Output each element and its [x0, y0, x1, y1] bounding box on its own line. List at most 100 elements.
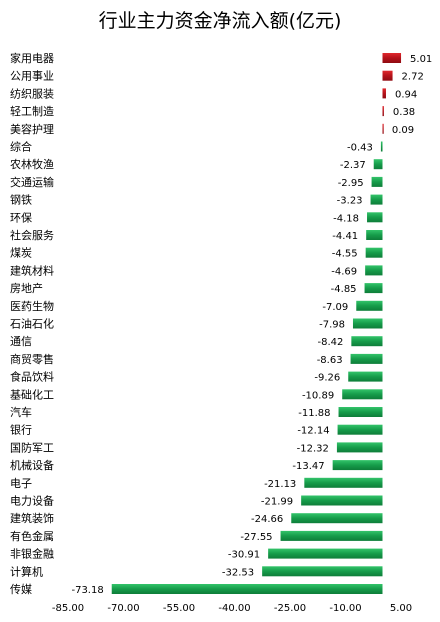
category-label: 纺织服装	[10, 86, 54, 100]
category-label: 机械设备	[10, 458, 54, 472]
x-tick-label: 5.00	[390, 603, 412, 614]
bar	[337, 424, 383, 435]
category-label: 电力设备	[10, 494, 54, 508]
bar	[382, 88, 386, 99]
value-label: -2.95	[338, 178, 364, 189]
value-label: -8.63	[317, 355, 343, 366]
bar	[371, 176, 383, 187]
bar	[382, 70, 393, 81]
bar	[304, 477, 383, 488]
bar	[365, 247, 383, 258]
bar	[351, 336, 383, 347]
value-label: 0.38	[393, 107, 415, 118]
chart-title: 行业主力资金净流入额(亿元)	[99, 10, 342, 32]
x-tick-label: -85.00	[52, 603, 84, 614]
bar	[262, 566, 383, 577]
x-tick-label: -10.00	[329, 603, 361, 614]
category-label: 交通运输	[10, 175, 54, 189]
x-axis-ticks: -85.00 -70.00 -55.00 -40.00 -25.00 -10.00 5.00	[52, 603, 412, 614]
category-label: 美容护理	[10, 122, 54, 136]
category-label: 环保	[10, 210, 32, 224]
category-label: 家用电器	[10, 51, 54, 65]
value-label: -9.26	[314, 373, 340, 384]
category-label: 汽车	[10, 405, 32, 419]
value-label: -7.09	[322, 302, 348, 313]
x-tick-label: -40.00	[218, 603, 250, 614]
category-label: 公用事业	[10, 70, 54, 83]
category-label: 轻工制造	[10, 104, 54, 118]
value-label: -73.18	[71, 585, 103, 596]
bar	[342, 389, 383, 400]
bar	[382, 123, 384, 134]
value-label: 2.72	[402, 72, 424, 83]
bar	[350, 353, 383, 364]
value-label: -8.42	[317, 337, 343, 348]
x-tick-label: -55.00	[163, 603, 195, 614]
value-label: -24.66	[251, 514, 283, 525]
value-label: -21.99	[261, 497, 293, 508]
bar	[280, 530, 383, 541]
x-tick-label: -70.00	[107, 603, 139, 614]
category-label: 社会服务	[10, 228, 54, 242]
value-label: -7.98	[319, 320, 345, 331]
bar	[338, 407, 383, 417]
bar	[364, 283, 383, 294]
category-label: 建筑装饰	[10, 511, 54, 525]
category-label: 电子	[10, 477, 32, 490]
category-label: 钢铁	[10, 194, 32, 207]
bar	[370, 194, 383, 205]
category-label: 煤炭	[10, 247, 32, 260]
value-label: -4.41	[332, 231, 358, 242]
category-label: 建筑材料	[10, 263, 54, 277]
category-label: 计算机	[10, 564, 43, 578]
category-label: 房地产	[10, 281, 43, 295]
value-label: -12.14	[297, 426, 329, 437]
bar	[365, 265, 383, 276]
category-label: 有色金属	[10, 529, 54, 543]
bar	[332, 460, 383, 471]
value-label: -0.43	[347, 143, 373, 154]
category-label: 传媒	[10, 583, 32, 596]
category-label: 银行	[10, 423, 32, 437]
category-label: 通信	[10, 335, 32, 348]
bar	[348, 371, 383, 382]
bar	[380, 141, 383, 152]
value-label: -2.37	[340, 160, 366, 171]
value-label: -3.23	[337, 196, 363, 207]
value-label: 0.94	[395, 89, 417, 100]
value-label: -4.55	[332, 249, 358, 260]
value-label: -27.55	[240, 532, 272, 543]
category-label: 国防军工	[10, 440, 54, 454]
value-label: -21.13	[264, 479, 296, 490]
bar	[382, 106, 384, 117]
category-label: 农林牧渔	[10, 157, 54, 171]
value-label: -4.69	[331, 266, 357, 277]
category-label: 商贸零售	[10, 352, 54, 366]
value-label: -4.18	[333, 213, 359, 224]
bar	[268, 548, 383, 559]
category-label: 基础化工	[10, 387, 54, 401]
bar	[291, 513, 383, 524]
value-label: -32.53	[222, 567, 254, 578]
value-label: -10.89	[302, 390, 334, 401]
value-label: -13.47	[292, 461, 324, 472]
value-label: -12.32	[297, 443, 329, 454]
value-label: -30.91	[228, 550, 260, 561]
bar	[382, 53, 402, 63]
bar	[336, 442, 383, 453]
bars-group	[111, 53, 402, 594]
value-label: -4.85	[331, 284, 357, 295]
bar	[111, 584, 383, 594]
category-label: 食品饮料	[10, 370, 54, 384]
bar	[356, 300, 383, 311]
category-labels: 家用电器公用事业纺织服装轻工制造美容护理综合农林牧渔交通运输钢铁环保社会服务煤炭…	[10, 51, 54, 596]
x-tick-label: -25.00	[274, 603, 306, 614]
value-label: 5.01	[410, 54, 432, 65]
bar	[352, 318, 383, 329]
value-label: 0.09	[392, 125, 414, 136]
category-label: 综合	[10, 140, 32, 154]
value-label: -11.88	[298, 408, 330, 419]
value-labels: 5.01 2.72 0.94 0.38 0.09 -0.43 -2.37 -2.95 -3.23…	[71, 54, 432, 596]
